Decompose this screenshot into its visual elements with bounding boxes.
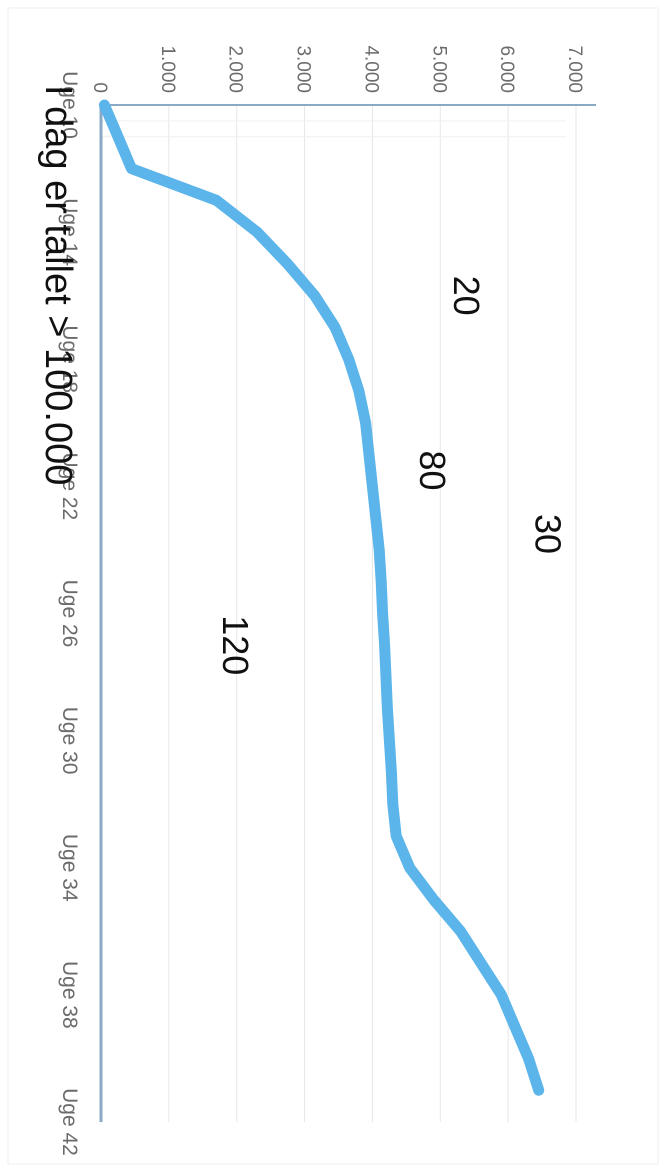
y-tick-label-6000: 6.000 <box>496 45 517 93</box>
x-tick-label-uge-26: Uge 26 <box>58 580 81 648</box>
axis-layer <box>99 104 596 1122</box>
y-tick-label-3000: 3.000 <box>293 45 314 93</box>
x-tick-label-uge-10: Uge 10 <box>58 71 81 139</box>
annotation-layer: 20 80 30 120 <box>215 276 568 676</box>
y-tick-label-5000: 5.000 <box>428 45 449 93</box>
annotation-label-80: 80 <box>412 450 453 490</box>
y-tick-label-2000: 2.000 <box>225 45 246 93</box>
chart-border <box>7 7 659 1165</box>
x-tick-label-uge-22: Uge 22 <box>58 453 81 521</box>
rotated-plot-group: 0 1.000 2.000 3.000 4.000 5.000 6.000 7.000 Uge … <box>37 45 596 1156</box>
series-layer <box>98 99 545 1096</box>
y-tick-label-0: 0 <box>89 82 110 93</box>
annotation-label-20: 20 <box>446 276 487 316</box>
chart-title: I dag er tallet > 100.000 <box>37 85 79 485</box>
y-tick-label-4000: 4.000 <box>360 45 381 93</box>
x-tick-label-uge-42: Uge 42 <box>58 1088 81 1156</box>
y-tick-label-1000: 1.000 <box>157 45 178 93</box>
x-tick-label-uge-30: Uge 30 <box>58 707 81 775</box>
y-tick-label-7000: 7.000 <box>564 45 585 93</box>
x-tick-label-uge-38: Uge 38 <box>58 961 81 1029</box>
series-line-0 <box>98 99 545 1096</box>
annotation-label-30: 30 <box>527 514 568 554</box>
grid-layer <box>101 105 577 1122</box>
x-tick-label-uge-14: Uge 14 <box>58 198 81 266</box>
x-tick-label-uge-34: Uge 34 <box>58 834 81 902</box>
annotation-label-120: 120 <box>215 615 256 675</box>
x-tick-label-uge-18: Uge 18 <box>58 325 81 393</box>
tick-layer: 0 1.000 2.000 3.000 4.000 5.000 6.000 7.000 Uge … <box>58 45 585 1155</box>
